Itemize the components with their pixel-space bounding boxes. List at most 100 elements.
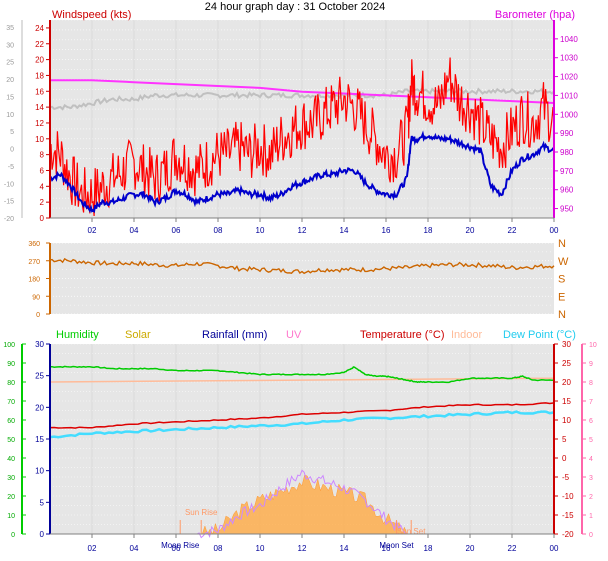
uv-tick: 1: [589, 513, 593, 520]
uv-tick: 4: [589, 456, 593, 463]
uv-tick: 10: [589, 342, 597, 349]
outer-scale-tick: 25: [6, 60, 14, 67]
dew-point-line: [49, 410, 555, 439]
rainfall-tick: 30: [35, 340, 44, 349]
outer-scale-tick: 15: [6, 94, 14, 101]
outer-scale-tick: 30: [6, 42, 14, 49]
temperature-tick: 5: [562, 435, 567, 444]
humidity-tick: 30: [7, 475, 15, 482]
time-tick: 00: [550, 544, 559, 553]
time-tick: 06: [172, 544, 181, 553]
time-tick: 04: [130, 226, 139, 235]
temperature-tick: 10: [562, 416, 571, 425]
outer-scale-tick: -20: [4, 216, 14, 223]
outer-scale-tick: -10: [4, 181, 14, 188]
time-tick: 16: [382, 544, 391, 553]
windspeed-tick: 2: [40, 198, 45, 207]
uv-line: [196, 469, 408, 539]
windspeed-tick: 0: [40, 214, 45, 223]
temperature-tick: 30: [562, 340, 571, 349]
uv-tick: 9: [589, 361, 593, 368]
time-tick: 22: [508, 226, 517, 235]
time-tick: 00: [550, 226, 559, 235]
legend-dew-point-c: Dew Point (°C): [503, 329, 576, 341]
time-tick: 10: [256, 544, 265, 553]
temperature-tick: 15: [562, 397, 571, 406]
time-tick: 14: [340, 544, 349, 553]
outer-scale-tick: 5: [10, 129, 14, 136]
rainfall-tick: 15: [35, 435, 44, 444]
compass-label: N: [558, 309, 566, 321]
compass-label: W: [558, 256, 569, 268]
time-tick: 16: [382, 226, 391, 235]
legend-rainfall-mm: Rainfall (mm): [202, 329, 267, 341]
annotation-moon-rise: Moon Rise: [161, 541, 200, 550]
time-tick: 08: [214, 226, 223, 235]
windspeed-tick: 20: [35, 56, 44, 65]
legend-uv: UV: [286, 329, 302, 341]
barometer-tick: 950: [560, 205, 574, 214]
humidity-tick: 10: [7, 513, 15, 520]
rainfall-tick: 20: [35, 403, 44, 412]
time-tick: 22: [508, 544, 517, 553]
windspeed-tick: 22: [35, 40, 44, 49]
uv-tick: 6: [589, 418, 593, 425]
windspeed-tick: 12: [35, 119, 44, 128]
humidity-tick: 100: [3, 342, 15, 349]
barometer-tick: 1020: [560, 73, 578, 82]
barometer-tick: 980: [560, 148, 574, 157]
wind-barometer-panel: Windspeed (kts) Barometer (hpa) 02468101…: [4, 9, 578, 235]
compass-label: S: [558, 274, 565, 286]
direction-tick: 0: [36, 312, 40, 319]
indoor-humidity-line: [49, 87, 555, 111]
windspeed-tick: 24: [35, 24, 44, 33]
compass-label: E: [558, 291, 565, 303]
temperature-tick: -5: [562, 473, 570, 482]
windspeed-tick: 10: [35, 135, 44, 144]
time-tick: 02: [88, 544, 97, 553]
windspeed-tick: 16: [35, 87, 44, 96]
barometer-tick: 1000: [560, 110, 578, 119]
windspeed-gust-line: [49, 57, 555, 217]
windspeed-tick: 8: [40, 151, 45, 160]
uv-tick: 7: [589, 399, 593, 406]
barometer-line: [50, 79, 555, 104]
windspeed-axis-label: Windspeed (kts): [52, 9, 131, 21]
direction-tick: 270: [28, 259, 40, 266]
chart-title: 24 hour graph day : 31 October 2024: [205, 1, 385, 13]
outer-scale-tick: -5: [8, 164, 14, 171]
barometer-tick: 1040: [560, 35, 578, 44]
time-tick: 12: [298, 544, 307, 553]
temperature-tick: 0: [562, 454, 567, 463]
temperature-tick: -15: [562, 511, 574, 520]
barometer-tick: 990: [560, 129, 574, 138]
uv-tick: 3: [589, 475, 593, 482]
outer-scale-tick: 10: [6, 112, 14, 119]
time-tick: 08: [214, 544, 223, 553]
humidity-tick: 40: [7, 456, 15, 463]
legend-indoor: Indoor: [451, 329, 483, 341]
windspeed-tick: 14: [35, 103, 44, 112]
temperature-tick: 25: [562, 359, 571, 368]
humidity-line: [49, 365, 555, 384]
temperature-tick: -20: [562, 530, 574, 539]
time-tick: 18: [424, 544, 433, 553]
uv-tick: 0: [589, 532, 593, 539]
compass-label: N: [558, 238, 566, 250]
barometer-tick: 970: [560, 167, 574, 176]
legend-humidity: Humidity: [56, 329, 99, 341]
time-tick: 02: [88, 226, 97, 235]
annotation-sun-rise: Sun Rise: [185, 508, 218, 517]
windspeed-tick: 4: [40, 182, 45, 191]
uv-tick: 5: [589, 437, 593, 444]
time-tick: 10: [256, 226, 265, 235]
humidity-tick: 90: [7, 361, 15, 368]
windspeed-average-line: [49, 130, 555, 214]
barometer-tick: 960: [560, 186, 574, 195]
humidity-tick: 20: [7, 494, 15, 501]
humidity-tick: 0: [11, 532, 15, 539]
uv-tick: 2: [589, 494, 593, 501]
windspeed-tick: 6: [40, 166, 45, 175]
solar-area: [197, 474, 408, 535]
